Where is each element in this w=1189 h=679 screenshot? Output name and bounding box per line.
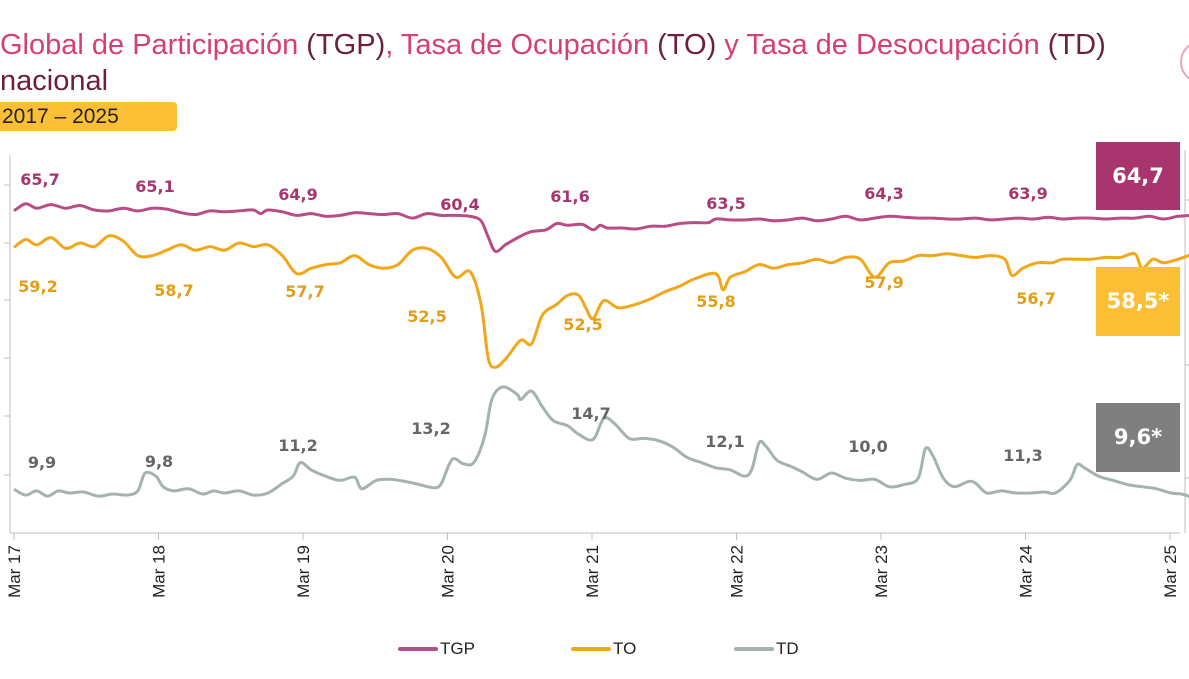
series-line-to bbox=[13, 234, 1189, 369]
title-part-td: y Tasa de Desocupación bbox=[716, 29, 1040, 61]
callout-tgp: 64,7 bbox=[1096, 142, 1180, 210]
title-abbr-tgp: (TGP) bbox=[298, 29, 386, 61]
data-label-td: 11,2 bbox=[278, 436, 317, 455]
legend-label-tgp: TGP bbox=[440, 639, 475, 658]
chart-subtitle: nacional bbox=[0, 65, 109, 97]
title-abbr-to: (TO) bbox=[649, 29, 717, 61]
data-label-to: 59,2 bbox=[18, 277, 57, 296]
x-tick-label: Mar 25 bbox=[1161, 545, 1180, 598]
data-label-tgp: 64,3 bbox=[864, 184, 903, 203]
x-tick-label: Mar 22 bbox=[728, 545, 747, 598]
data-label-to: 52,5 bbox=[563, 315, 602, 334]
legend-item-tgp: TGP bbox=[398, 637, 475, 661]
legend-swatch-td bbox=[734, 647, 774, 651]
x-tick-label: Mar 19 bbox=[294, 545, 313, 598]
data-label-tgp: 64,9 bbox=[278, 185, 317, 204]
legend-swatch-to bbox=[571, 647, 611, 651]
data-label-tgp: 63,5 bbox=[706, 194, 745, 213]
data-label-tgp: 61,6 bbox=[550, 187, 589, 206]
data-label-td: 11,3 bbox=[1003, 446, 1042, 465]
data-label-tgp: 60,4 bbox=[440, 195, 479, 214]
data-label-td: 10,0 bbox=[848, 437, 887, 456]
period-badge: 2017 – 2025 bbox=[0, 102, 177, 131]
data-label-to: 56,7 bbox=[1016, 289, 1055, 308]
chart-title: Global de Participación (TGP), Tasa de O… bbox=[0, 28, 1106, 63]
data-label-td: 14,7 bbox=[571, 404, 610, 423]
data-label-td: 9,8 bbox=[145, 452, 173, 471]
x-tick-label: Mar 17 bbox=[5, 545, 24, 598]
data-label-tgp: 65,7 bbox=[20, 170, 59, 189]
x-tick-label: Mar 18 bbox=[150, 545, 169, 598]
x-tick-label: Mar 24 bbox=[1017, 545, 1036, 598]
data-label-to: 57,7 bbox=[285, 282, 324, 301]
x-tick-label: Mar 21 bbox=[583, 545, 602, 598]
data-label-to: 57,9 bbox=[864, 273, 903, 292]
series-line-tgp bbox=[13, 202, 1189, 254]
title-part-to: , Tasa de Ocupación bbox=[385, 29, 650, 61]
legend-label-td: TD bbox=[776, 639, 799, 658]
data-label-to: 58,7 bbox=[154, 281, 193, 300]
data-label-td: 9,9 bbox=[28, 453, 56, 472]
series-line-td bbox=[13, 385, 1189, 499]
title-part-tgp: Global de Participación bbox=[0, 29, 299, 61]
data-label-td: 13,2 bbox=[411, 419, 450, 438]
legend-item-td: TD bbox=[734, 637, 799, 661]
title-abbr-td: (TD) bbox=[1039, 29, 1106, 61]
data-label-td: 12,1 bbox=[705, 432, 744, 451]
callout-to: 58,5* bbox=[1096, 267, 1180, 336]
callout-td: 9,6* bbox=[1096, 403, 1180, 472]
legend-item-to: TO bbox=[571, 637, 636, 661]
x-tick-label: Mar 23 bbox=[872, 545, 891, 598]
data-label-to: 52,5 bbox=[407, 307, 446, 326]
data-label-to: 55,8 bbox=[696, 292, 735, 311]
data-label-tgp: 65,1 bbox=[135, 177, 174, 196]
x-tick-label: Mar 20 bbox=[439, 545, 458, 598]
legend-label-to: TO bbox=[613, 639, 637, 658]
data-label-tgp: 63,9 bbox=[1008, 184, 1047, 203]
legend-swatch-tgp bbox=[398, 647, 438, 651]
